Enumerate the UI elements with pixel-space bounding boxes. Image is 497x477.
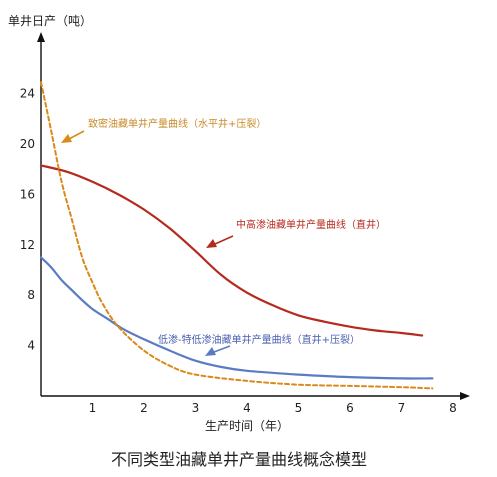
x-tick-label: 7	[398, 401, 406, 415]
annotation-tight-oil: 致密油藏单井产量曲线（水平井+压裂）	[88, 117, 266, 130]
x-axis-label: 生产时间（年）	[205, 419, 289, 433]
y-tick-label: 24	[20, 87, 35, 101]
series-line-tight-oil	[40, 81, 434, 390]
x-tick-label: 6	[346, 401, 354, 415]
mid-high-perm-arrow	[206, 235, 234, 248]
y-axis-label: 单井日产（吨）	[8, 14, 92, 28]
series-line-low-perm	[39, 256, 434, 380]
y-tick-label: 16	[20, 187, 35, 201]
y-tick-label: 8	[27, 288, 35, 302]
y-tick-label: 4	[27, 339, 35, 353]
series-line-mid-high-perm	[39, 164, 424, 337]
tight-oil-arrow	[61, 130, 85, 143]
x-tick-label: 3	[192, 401, 200, 415]
y-ticks: 4 8 12 16 20 24	[20, 87, 35, 353]
x-tick-label: 5	[295, 401, 303, 415]
axes	[37, 32, 470, 400]
x-tick-label: 8	[449, 401, 457, 415]
y-tick-label: 12	[20, 238, 35, 252]
x-tick-label: 2	[140, 401, 148, 415]
low-perm-arrow	[205, 345, 231, 356]
y-tick-label: 20	[20, 137, 35, 151]
chart-title: 不同类型油藏单井产量曲线概念模型	[111, 450, 367, 469]
x-tick-label: 1	[89, 401, 97, 415]
series-layer	[39, 81, 434, 390]
y-axis-arrow	[37, 32, 45, 42]
x-ticks: 1 2 3 4 5 6 7 8	[89, 401, 457, 415]
x-axis-arrow	[460, 392, 470, 400]
annotation-arrows	[61, 130, 234, 356]
annotation-low-perm: 低渗-特低渗油藏单井产量曲线（直井+压裂）	[158, 333, 360, 346]
annotation-mid-high-perm: 中高渗油藏单井产量曲线（直井）	[236, 218, 386, 231]
x-tick-label: 4	[243, 401, 251, 415]
